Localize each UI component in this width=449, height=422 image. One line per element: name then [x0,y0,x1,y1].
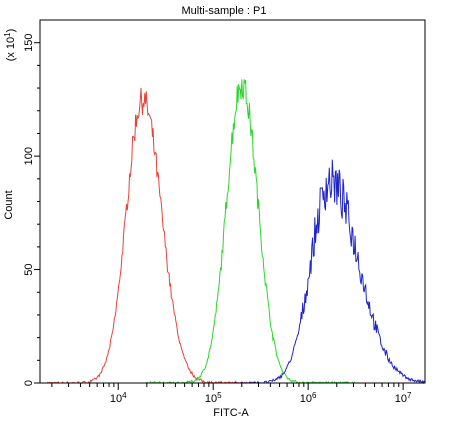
histogram-series-3 [234,159,425,385]
plot-area [47,79,425,385]
y-tick-label: 150 [23,34,35,52]
x-tick-label: 105 [205,391,222,406]
y-axis-label: Count [3,190,15,219]
axes: 104 105 106 107 0 50 100 150 [23,34,412,405]
x-tick-label: 104 [110,391,127,406]
x-axis-label: FITC-A [213,407,249,419]
y-tick-label: 50 [23,263,35,275]
histogram-series-1 [47,87,256,384]
plot-frame [39,19,426,384]
x-tick-label: 107 [395,391,412,406]
y-tick-label: 100 [23,147,35,165]
y-tick-label: 0 [23,380,35,386]
x-tick-label: 106 [300,391,317,406]
y-multiplier-label: (x 101) [3,29,18,62]
chart-title: Multi-sample : P1 [182,5,267,17]
